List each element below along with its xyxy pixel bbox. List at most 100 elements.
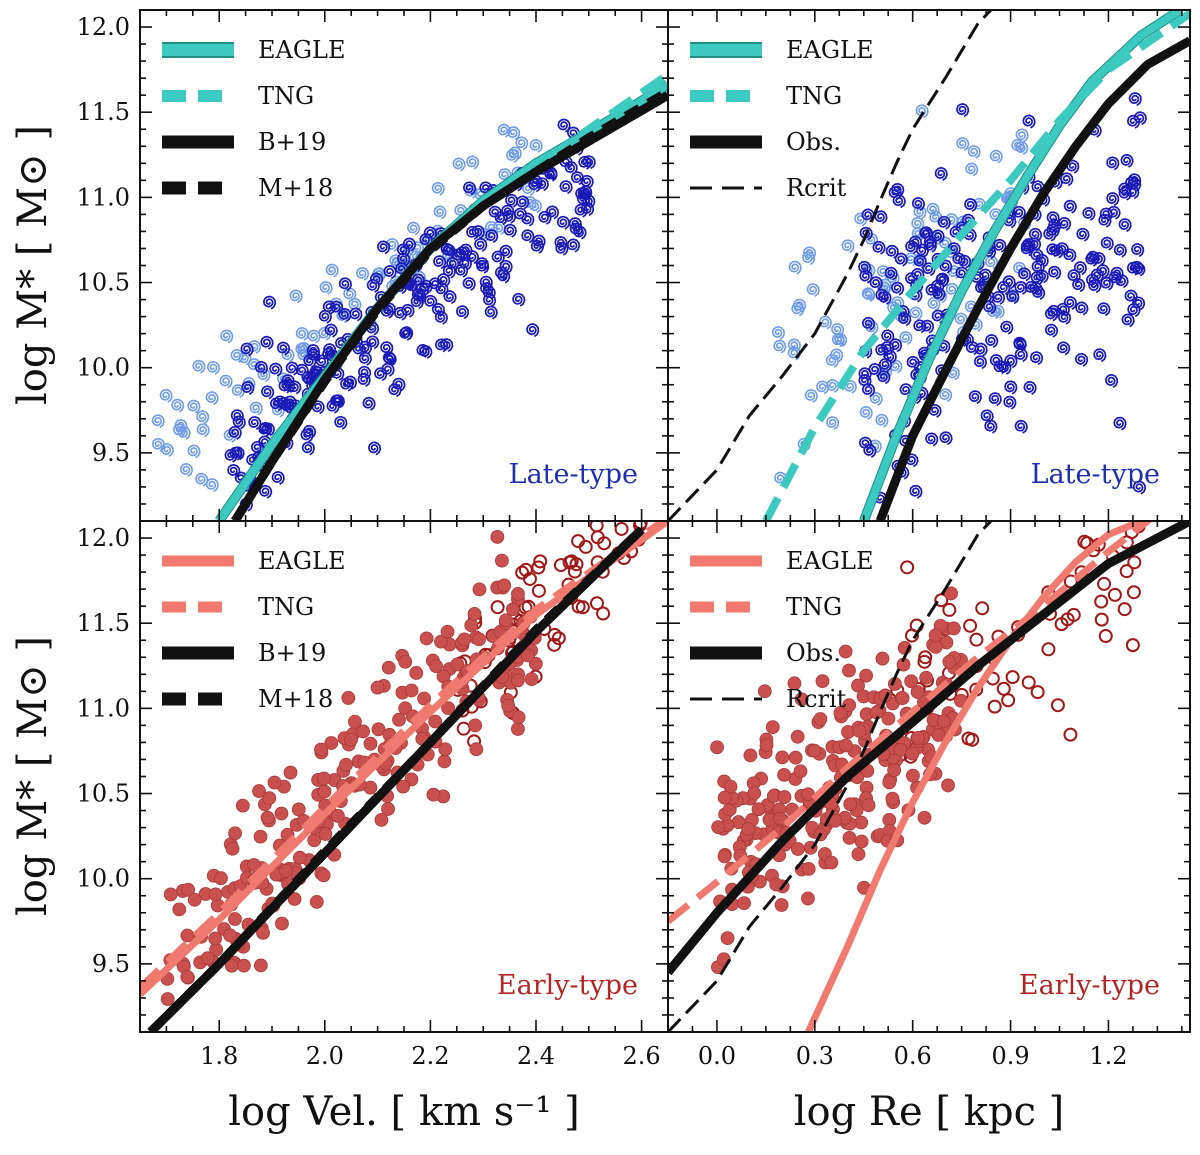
data-point-spiral (516, 195, 530, 210)
data-point-spiral (462, 181, 477, 196)
data-point-filled (790, 729, 805, 744)
data-point-open (1077, 534, 1092, 549)
data-point-spiral (934, 166, 948, 181)
series-line-obs- (668, 521, 1190, 976)
data-point-spiral-light (826, 378, 840, 393)
data-point-filled (751, 802, 766, 817)
data-point-open (1107, 587, 1122, 602)
data-point-spiral (888, 186, 902, 201)
plot-area (668, 10, 1190, 521)
data-point-spiral (227, 463, 241, 478)
legend-label: Rcrit (786, 174, 847, 202)
data-point-filled (172, 902, 187, 917)
panel-vel-late: 9.5 10.0 10.5 11.0 11.5 12.0 EAGLE TNG B+19 M+18 L… (77, 9, 669, 522)
data-point-spiral (1030, 271, 1044, 286)
panel-type-label: Late-type (1031, 459, 1160, 490)
data-point-spiral (881, 329, 895, 344)
data-point-filled (801, 861, 816, 876)
data-point-spiral-light (220, 329, 234, 344)
data-point-spiral-light (196, 423, 210, 438)
data-point-filled (852, 724, 867, 738)
x-axis-label-velocity: log Vel. [ km s⁻¹ ] (228, 1089, 580, 1135)
data-point-filled (737, 896, 751, 911)
data-point-spiral (475, 257, 489, 272)
data-point-filled (409, 666, 424, 680)
data-point-spiral (1057, 310, 1072, 325)
data-point-spiral (1088, 279, 1102, 294)
data-point-spiral-light (505, 148, 520, 163)
data-point-spiral (402, 237, 417, 252)
legend-label: B+19 (258, 128, 326, 156)
data-point-spiral-light (205, 391, 219, 406)
legend: EAGLE TNG Obs. Rcrit (690, 36, 873, 202)
data-point-spiral-light (295, 342, 309, 357)
legend-label: B+19 (258, 639, 326, 667)
data-point-filled (417, 691, 432, 706)
data-point-spiral (318, 309, 332, 324)
data-point-spiral (988, 392, 1002, 407)
data-point-spiral (915, 386, 929, 401)
data-point-filled (381, 660, 396, 675)
data-point-filled (741, 822, 756, 836)
data-point-spiral (482, 293, 497, 308)
data-point-spiral (451, 248, 465, 263)
x-tick-label: 0.9 (991, 1042, 1029, 1070)
data-point-spiral (1004, 354, 1018, 369)
data-point-spiral (991, 290, 1006, 305)
data-point-spiral (923, 238, 937, 253)
data-point-spiral (1028, 227, 1043, 242)
data-point-spiral (411, 273, 425, 288)
data-point-open (589, 521, 604, 533)
data-point-open (551, 631, 566, 646)
data-point-spiral (1044, 307, 1059, 322)
data-point-spiral (262, 295, 277, 310)
data-point-filled (813, 712, 828, 726)
data-point-spiral (1107, 205, 1121, 220)
data-point-spiral (1057, 216, 1072, 231)
data-point-spiral (1118, 182, 1132, 197)
data-point-filled (330, 809, 345, 823)
data-point-filled (419, 631, 434, 646)
series-line-eagle (140, 521, 668, 998)
data-point-filled (472, 632, 486, 647)
data-point-filled (859, 668, 873, 683)
data-point-spiral-light (249, 401, 263, 416)
data-point-spiral (911, 197, 926, 212)
x-tick-label: 1.2 (1089, 1042, 1127, 1070)
data-point-spiral (1093, 348, 1107, 363)
data-point-spiral (1074, 352, 1089, 367)
data-point-spiral (1063, 296, 1077, 310)
data-point-spiral (1100, 276, 1114, 291)
data-point-spiral (248, 416, 262, 430)
ticks (667, 520, 1190, 1033)
data-point-spiral-light (529, 138, 543, 153)
data-point-spiral (1023, 380, 1037, 395)
data-point-spiral (939, 431, 953, 446)
data-point-spiral (575, 187, 589, 202)
data-point-spiral-light (348, 297, 362, 312)
data-point-spiral-light (1015, 128, 1029, 143)
data-point-filled (895, 691, 910, 706)
data-point-filled (262, 791, 277, 806)
data-point-filled (777, 790, 792, 804)
data-point-filled (472, 582, 487, 597)
data-point-open (975, 601, 990, 616)
data-point-spiral (1072, 278, 1086, 293)
data-point-filled (275, 916, 289, 931)
data-point-spiral-light (1011, 138, 1025, 153)
data-point-filled (181, 882, 196, 897)
data-point-spiral (1098, 213, 1112, 228)
data-point-spiral (874, 210, 888, 225)
data-point-spiral (382, 351, 396, 366)
data-point-spiral (322, 300, 336, 315)
series-line-tng (762, 10, 1190, 521)
data-point-spiral (859, 226, 873, 241)
legend-label: Rcrit (786, 685, 847, 713)
data-point-spiral-light (318, 326, 332, 341)
data-point-open (1005, 670, 1020, 685)
data-point-spiral-light (915, 104, 929, 119)
data-point-spiral (869, 276, 883, 291)
data-point-spiral (380, 304, 394, 319)
data-point-filled (467, 606, 482, 621)
